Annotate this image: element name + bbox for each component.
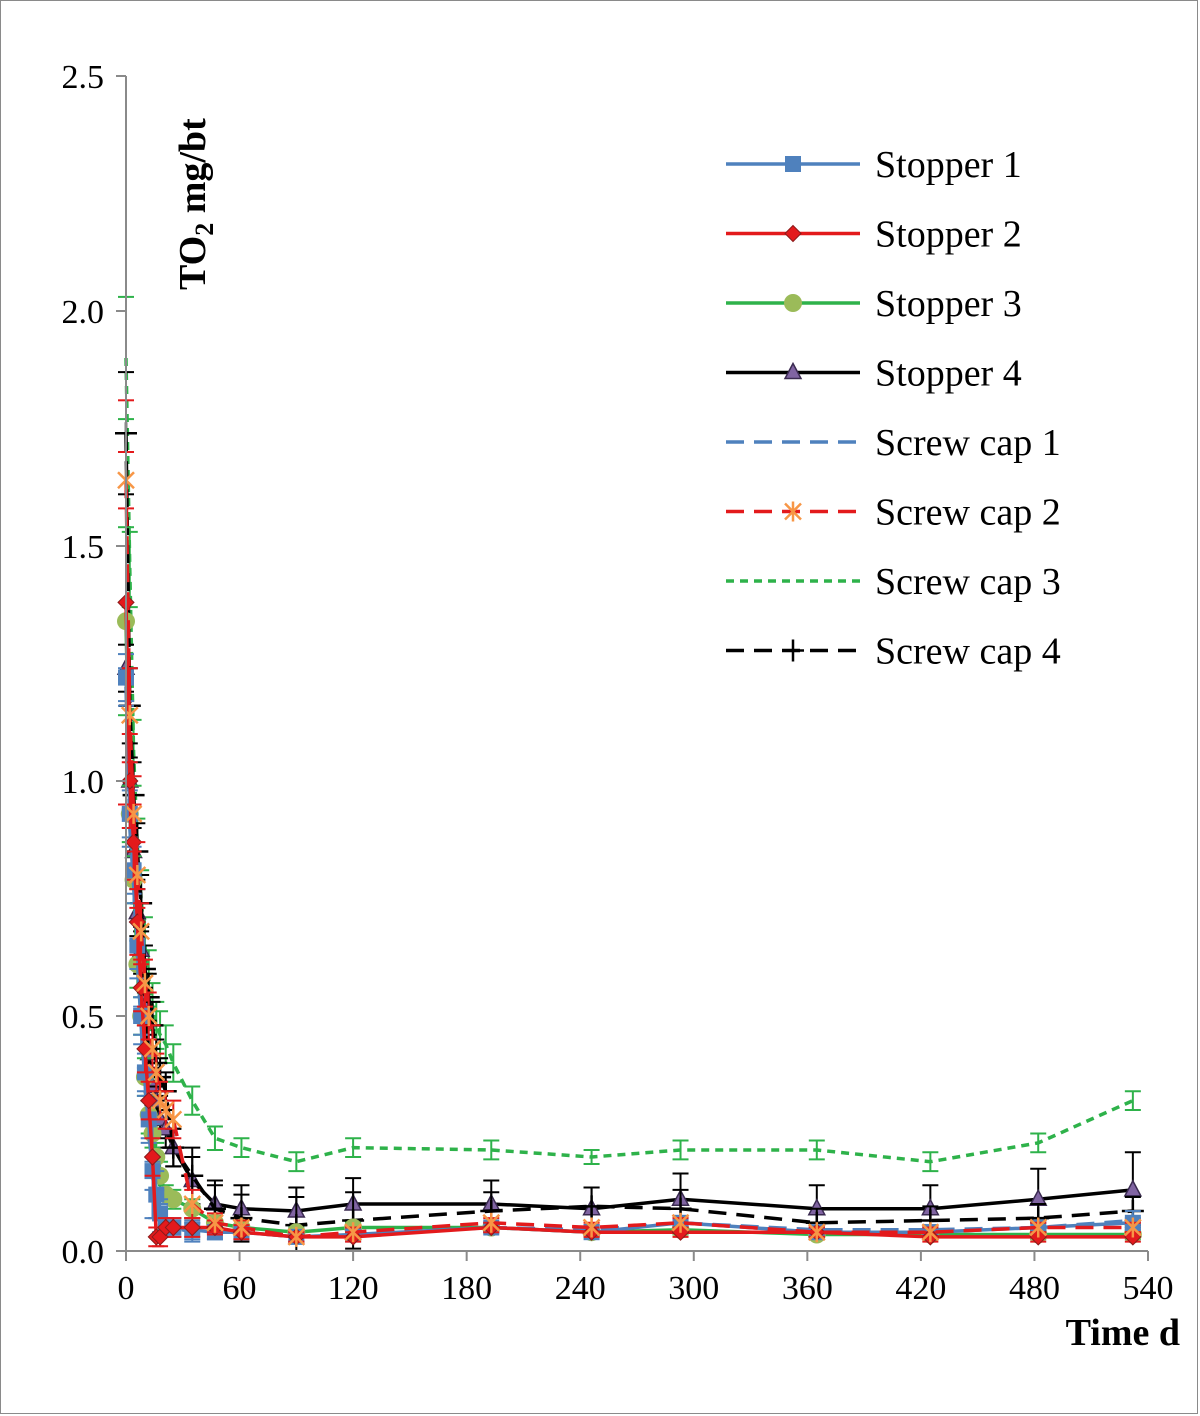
data-point (164, 1218, 183, 1237)
data-point (143, 1148, 162, 1166)
x-tick-label: 60 (223, 1270, 257, 1307)
data-point (582, 1217, 601, 1238)
data-point (206, 1212, 224, 1233)
legend-label: Stopper 2 (875, 214, 1022, 256)
legend-item-stopper-4: Stopper 4 (726, 353, 1022, 395)
legend-item-stopper-2: Stopper 2 (726, 214, 1022, 256)
x-tick-label: 180 (441, 1270, 492, 1307)
data-point (147, 1062, 166, 1083)
x-tick-label: 480 (1009, 1270, 1060, 1307)
data-point (124, 803, 143, 824)
series-line (124, 602, 1133, 1239)
y-tick-label: 1.0 (62, 764, 105, 801)
error-bar (184, 1085, 201, 1116)
legend-label: Screw cap 3 (875, 561, 1061, 603)
data-point (156, 1100, 175, 1120)
series-stopper-2 (117, 399, 1142, 1248)
y-tick-label: 2.5 (62, 59, 105, 96)
legend-label: Stopper 1 (875, 144, 1022, 186)
y-axis-title: TO2 mg/bt (172, 118, 219, 290)
x-tick-label: 120 (328, 1270, 379, 1307)
data-point (143, 1038, 162, 1059)
data-point (183, 1194, 202, 1214)
x-tick-label: 240 (555, 1270, 606, 1307)
legend: Stopper 1 Stopper 2 Stopper 3 Stopper 4 Scre… (726, 144, 1061, 673)
legend-marker (785, 156, 801, 172)
data-point (136, 973, 154, 994)
data-point (482, 1212, 501, 1233)
data-point (1123, 1217, 1142, 1238)
legend-label: Screw cap 4 (875, 631, 1061, 673)
data-point (132, 921, 151, 942)
series-screw-cap-2 (117, 451, 1142, 1247)
legend-item-screw-cap-4: Screw cap 4 (726, 631, 1061, 673)
legend-label: Screw cap 1 (875, 422, 1061, 464)
x-tick-label: 300 (668, 1270, 719, 1307)
data-point (164, 1109, 183, 1130)
legend-marker (783, 361, 803, 380)
series-line (124, 668, 1134, 1213)
x-axis-title: Time d (1066, 1312, 1180, 1354)
y-tick-label: 0.5 (62, 999, 105, 1036)
legend-label: Stopper 3 (875, 283, 1022, 325)
x-tick-label: 540 (1123, 1270, 1174, 1307)
x-tick-label: 360 (782, 1270, 833, 1307)
legend-marker (784, 224, 802, 243)
data-point (1123, 1179, 1143, 1197)
y-tick-label: 0.0 (62, 1234, 105, 1271)
data-point (120, 705, 139, 726)
data-point (139, 1006, 158, 1026)
legend-item-stopper-1: Stopper 1 (726, 144, 1022, 186)
series-stopper-4 (116, 643, 1143, 1236)
error-bar (288, 1151, 305, 1173)
series-line (124, 357, 1134, 1164)
data-point (807, 1222, 826, 1243)
legend-label: Screw cap 2 (875, 492, 1061, 534)
data-point (128, 865, 147, 885)
y-tick-label: 2.0 (62, 294, 105, 331)
series-line (124, 621, 1133, 1237)
legend-item-stopper-3: Stopper 3 (726, 283, 1022, 325)
data-point (183, 1218, 201, 1237)
data-point (580, 1195, 603, 1218)
legend-marker (782, 639, 804, 662)
legend-label: Stopper 4 (875, 353, 1022, 395)
error-bar (206, 1125, 223, 1151)
data-point (287, 1226, 306, 1247)
legend-item-screw-cap-2: Screw cap 2 (726, 492, 1061, 534)
legend-marker (784, 294, 802, 312)
series-line (124, 433, 1134, 1227)
data-point (164, 1190, 183, 1209)
y-tick-label: 1.5 (62, 529, 105, 566)
legend-item-screw-cap-3: Screw cap 3 (726, 561, 1061, 603)
axis-layer (125, 76, 1148, 1252)
x-tick-label: 0 (118, 1270, 135, 1307)
error-bar (483, 1139, 500, 1161)
x-tick-label: 420 (895, 1270, 946, 1307)
legend-item-screw-cap-1: Screw cap 1 (726, 422, 1061, 464)
error-bar (1124, 1090, 1141, 1111)
data-point (140, 1091, 158, 1110)
series-line (124, 480, 1133, 1239)
series-line (124, 686, 1134, 1239)
data-point (344, 1222, 362, 1243)
series-layer (115, 295, 1144, 1252)
data-point (1029, 1217, 1048, 1238)
legend-marker (784, 501, 802, 522)
data-point (921, 1222, 940, 1243)
error-bar (233, 1137, 250, 1158)
tick-layer: 0.0 0.5 1.0 1.5 2.0 2.5 0 60 120 180 240 300 360 420 4… (62, 59, 1174, 1307)
data-point (671, 1212, 690, 1233)
data-point (232, 1217, 251, 1238)
